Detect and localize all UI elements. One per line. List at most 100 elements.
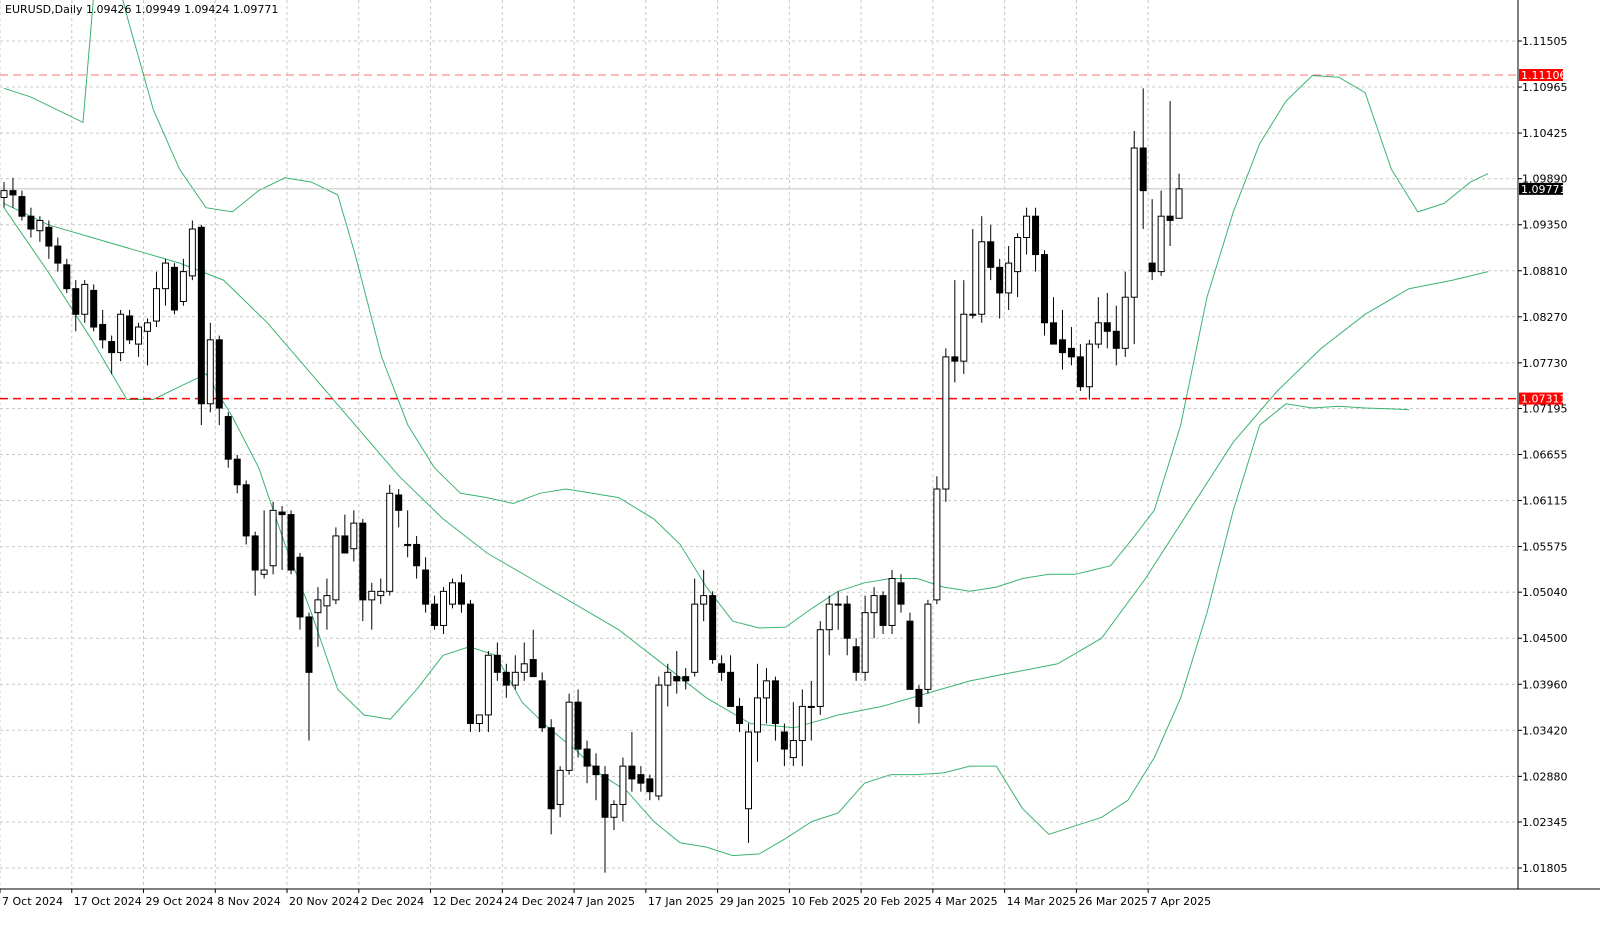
candle	[1094, 297, 1102, 349]
candle	[924, 599, 932, 694]
x-tick-label: 7 Jan 2025	[576, 895, 635, 908]
candle	[475, 714, 483, 733]
candle	[745, 723, 753, 843]
candle	[1085, 339, 1093, 400]
candle-body	[897, 582, 905, 605]
candle-body	[296, 556, 304, 618]
candles	[0, 88, 1183, 873]
level-price-marker	[1519, 69, 1563, 82]
candle	[449, 578, 456, 609]
candle	[780, 723, 788, 767]
candle-body	[188, 228, 196, 277]
x-tick-label: 7 Apr 2025	[1150, 895, 1211, 908]
x-tick-label: 12 Dec 2024	[433, 895, 503, 908]
candle	[144, 318, 152, 366]
candle	[574, 689, 582, 758]
candle	[789, 702, 797, 767]
y-tick-label: 1.07730	[1522, 357, 1568, 370]
candle-body	[825, 603, 833, 631]
candle	[206, 322, 214, 413]
y-tick-label: 1.03960	[1522, 678, 1568, 691]
candle	[242, 480, 250, 545]
candle-body	[915, 688, 923, 707]
candle	[135, 322, 143, 357]
x-tick-label: 17 Oct 2024	[74, 895, 142, 908]
candle-body	[520, 663, 528, 673]
candle-body	[664, 671, 672, 686]
candle-body	[27, 215, 35, 230]
candle-body	[556, 769, 564, 805]
candle-body	[1049, 322, 1057, 345]
candle	[951, 280, 959, 383]
candle	[673, 651, 681, 694]
candle-body	[1076, 356, 1084, 388]
candle-body	[727, 671, 735, 707]
candle	[1067, 327, 1075, 366]
candle-body	[1005, 262, 1013, 294]
candle-body	[888, 578, 896, 626]
candle-body	[807, 705, 815, 708]
candle	[1157, 190, 1165, 276]
candle-body	[942, 356, 950, 490]
candle-body	[9, 190, 17, 196]
candle-body	[287, 514, 295, 571]
candle-body	[736, 705, 744, 724]
candle	[933, 476, 941, 605]
candle	[1112, 305, 1120, 366]
y-tick-label: 1.07195	[1522, 402, 1568, 415]
candle	[682, 668, 690, 690]
candle-body	[1067, 347, 1075, 358]
candle	[1058, 309, 1066, 370]
candle	[224, 412, 232, 468]
candle	[628, 732, 636, 792]
x-tick-label: 29 Jan 2025	[720, 895, 786, 908]
horizontal-levels	[0, 74, 1518, 400]
x-tick-label: 8 Nov 2024	[217, 895, 280, 908]
candle	[466, 599, 474, 733]
candle	[1166, 101, 1174, 247]
candle	[332, 527, 340, 605]
candle-body	[924, 603, 932, 690]
candle	[762, 668, 770, 724]
candle-body	[1130, 147, 1138, 298]
candle	[197, 224, 205, 426]
candle	[502, 663, 510, 698]
candle-body	[852, 646, 860, 673]
candle-body	[565, 701, 573, 771]
candle-body	[278, 511, 286, 516]
price-markers: 1.11106 1.07311 1.09771	[1519, 69, 1567, 406]
candle	[556, 766, 564, 818]
candle	[825, 595, 833, 656]
candle	[431, 595, 439, 630]
candle	[260, 510, 268, 579]
candle	[314, 587, 322, 647]
candle	[960, 280, 968, 374]
candle	[942, 348, 950, 502]
candle	[906, 612, 914, 690]
candle	[72, 280, 80, 332]
candle-body	[81, 283, 89, 315]
level-price-label: 1.07311	[1521, 393, 1567, 406]
candle-body	[413, 543, 421, 567]
candle-body	[161, 262, 169, 290]
candle-body	[951, 356, 959, 362]
candle-body	[996, 266, 1004, 294]
candle-body	[440, 590, 448, 626]
candle-body	[233, 458, 241, 486]
candle	[691, 578, 699, 677]
candle	[359, 518, 367, 622]
candle	[529, 629, 537, 678]
candle-body	[215, 339, 223, 409]
candle-body	[789, 740, 797, 759]
candle	[646, 774, 654, 801]
candle	[978, 216, 986, 323]
candle-body	[691, 603, 699, 673]
candle-body	[879, 595, 887, 626]
candle	[18, 190, 26, 221]
candle	[170, 263, 178, 315]
candle	[350, 510, 358, 562]
candle-body	[144, 322, 152, 332]
candle-body	[574, 701, 582, 750]
candle	[108, 335, 116, 374]
